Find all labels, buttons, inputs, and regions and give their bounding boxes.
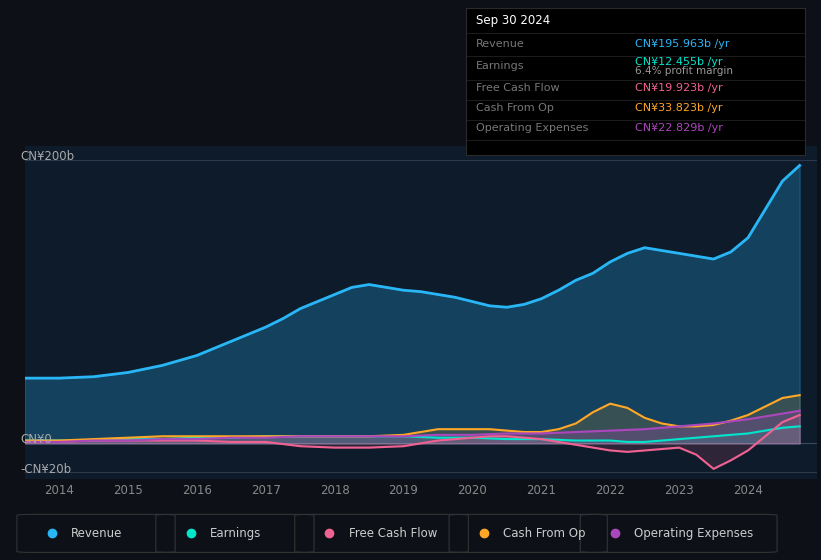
Text: Free Cash Flow: Free Cash Flow (475, 83, 559, 94)
Text: CN¥0: CN¥0 (21, 433, 53, 446)
Text: Operating Expenses: Operating Expenses (635, 527, 754, 540)
Text: CN¥12.455b /yr: CN¥12.455b /yr (635, 57, 723, 67)
Text: CN¥195.963b /yr: CN¥195.963b /yr (635, 39, 730, 49)
Text: CN¥200b: CN¥200b (21, 150, 75, 164)
Text: Earnings: Earnings (475, 60, 524, 71)
Text: CN¥19.923b /yr: CN¥19.923b /yr (635, 83, 723, 94)
Text: -CN¥20b: -CN¥20b (21, 463, 71, 476)
Text: 6.4% profit margin: 6.4% profit margin (635, 66, 733, 76)
Text: Free Cash Flow: Free Cash Flow (349, 527, 437, 540)
Text: Cash From Op: Cash From Op (475, 103, 553, 113)
Text: Operating Expenses: Operating Expenses (475, 123, 588, 133)
Text: Revenue: Revenue (475, 39, 525, 49)
Text: Cash From Op: Cash From Op (503, 527, 585, 540)
Text: Sep 30 2024: Sep 30 2024 (475, 13, 550, 27)
Text: Earnings: Earnings (210, 527, 261, 540)
Text: Revenue: Revenue (71, 527, 122, 540)
Text: CN¥22.829b /yr: CN¥22.829b /yr (635, 123, 723, 133)
Text: CN¥33.823b /yr: CN¥33.823b /yr (635, 103, 723, 113)
